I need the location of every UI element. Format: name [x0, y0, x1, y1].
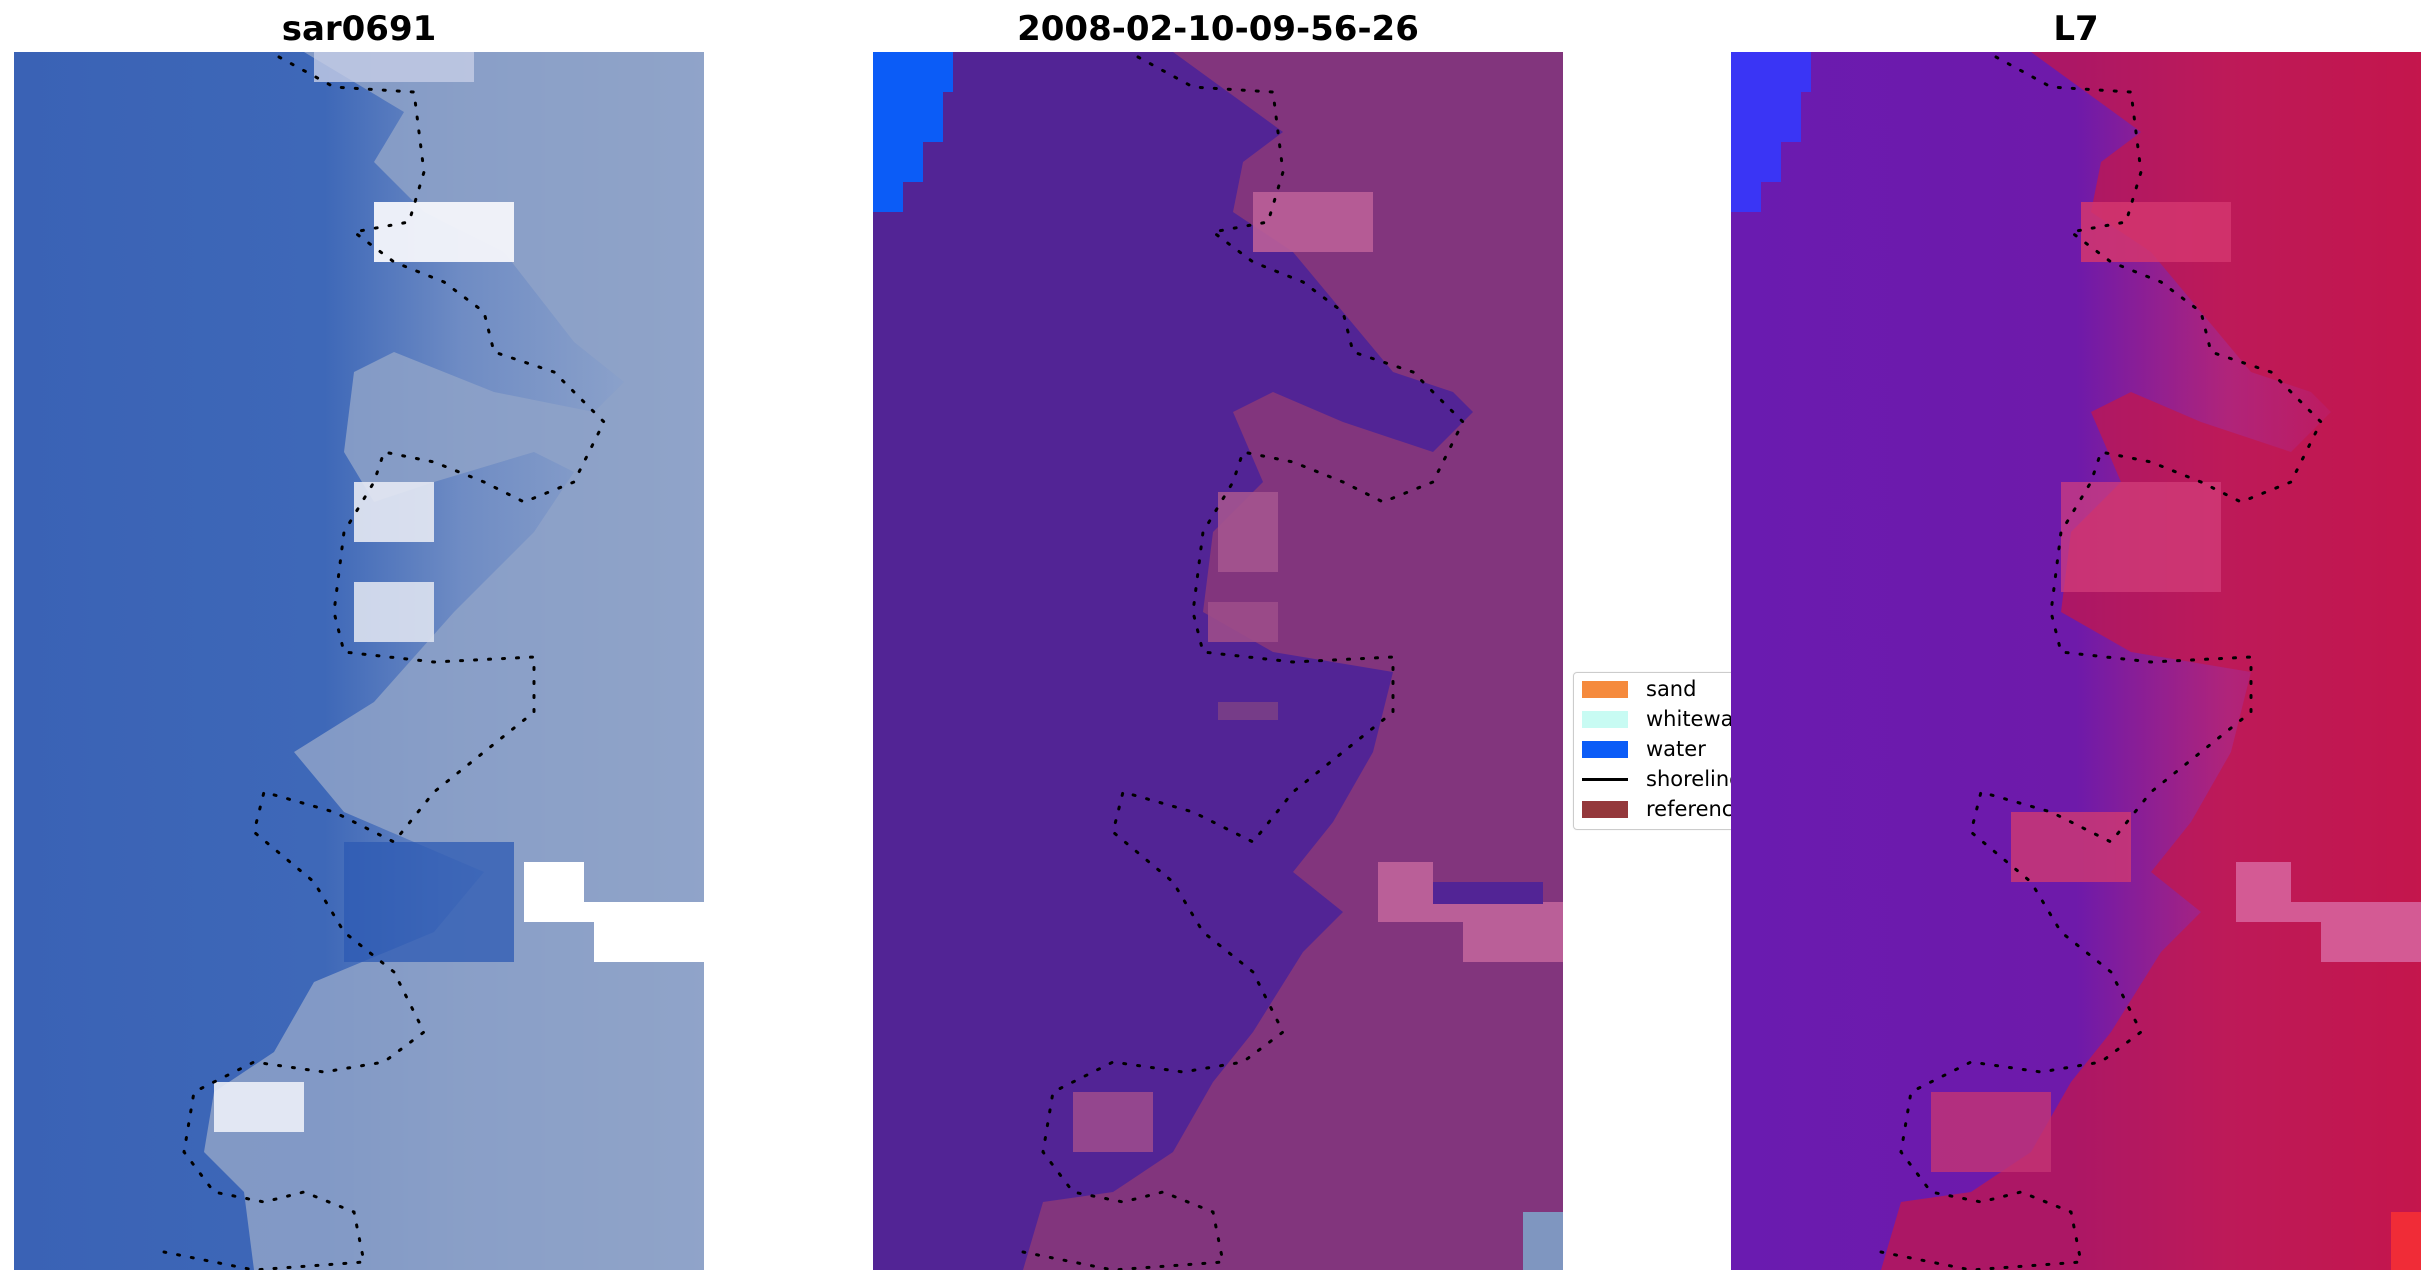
legend-item-shoreline: shoreline [1582, 765, 1742, 793]
legend-label: reference [1646, 797, 1747, 821]
legend-item-sand: sand [1582, 675, 1696, 703]
classified-image [873, 52, 1563, 1270]
panel-title-index: L7 [2053, 9, 2099, 49]
panel-title-classified: 2008-02-10-09-56-26 [1017, 9, 1419, 49]
shoreline-line [1879, 55, 2323, 1270]
high-index-area [1731, 52, 1811, 212]
index-image [1731, 52, 2421, 1270]
cloud-patch [314, 52, 474, 82]
land-index [1881, 52, 2421, 1270]
land-area [204, 52, 704, 1270]
legend-label: water [1646, 737, 1706, 761]
legend-item-whitewater: whitewater [1582, 705, 1754, 733]
legend-item-water: water [1582, 735, 1706, 763]
shoreline-swatch [1582, 777, 1628, 781]
cloud-patch [374, 202, 514, 262]
shoreline-line [162, 55, 606, 1270]
cloud-patch [214, 1082, 304, 1132]
shoreline-line [1021, 55, 1465, 1270]
legend-label: shoreline [1646, 767, 1743, 791]
rgb-image-panel [14, 52, 704, 1270]
cloud-patch [354, 582, 434, 642]
rgb-image [14, 52, 704, 1270]
land-class [1023, 52, 1563, 1270]
pink-class [1378, 862, 1563, 962]
sand-swatch [1582, 680, 1628, 698]
whitewater-swatch [1582, 710, 1628, 728]
legend: sand whitewater water shoreline referenc… [1573, 672, 1755, 830]
no-data-area [524, 862, 704, 962]
index-image-panel [1731, 52, 2421, 1270]
reference-swatch [1582, 800, 1628, 818]
pink-index [2236, 862, 2421, 962]
water-class [873, 52, 953, 212]
legend-label: sand [1646, 677, 1697, 701]
water-swatch [1582, 740, 1628, 758]
legend-item-reference: reference [1582, 795, 1746, 823]
cloud-patch [354, 482, 434, 542]
panel-title-rgb: sar0691 [281, 9, 437, 49]
classified-image-panel [873, 52, 1563, 1270]
